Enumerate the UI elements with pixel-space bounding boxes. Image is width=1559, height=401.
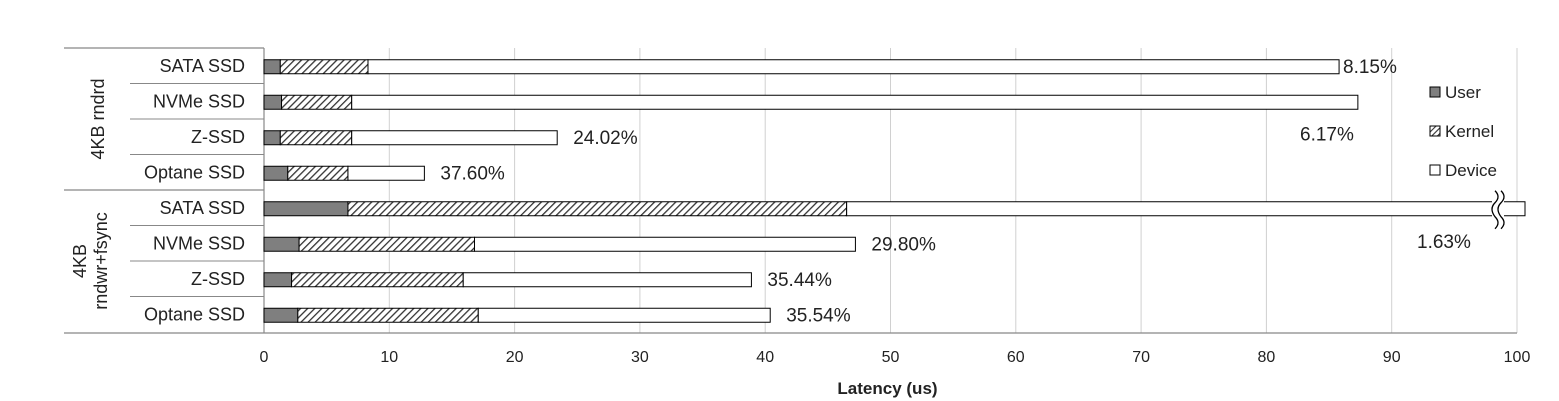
- bar-segment-kernel: [279, 59, 369, 75]
- x-tick-label: 70: [1132, 349, 1150, 366]
- bar-segment-device: [462, 272, 752, 288]
- bar-segment-user: [263, 272, 293, 288]
- x-tick-label: 80: [1258, 349, 1276, 366]
- category-label: Optane SSD: [144, 162, 245, 182]
- bar-segment-user: [263, 307, 299, 323]
- x-tick-label: 30: [631, 349, 649, 366]
- category-label: Optane SSD: [144, 304, 245, 324]
- bar-segment-user: [263, 165, 289, 181]
- kernel-share-label: 24.02%: [573, 128, 638, 149]
- bar-segment-kernel: [287, 165, 349, 181]
- bar-segment-kernel: [291, 272, 464, 288]
- bar-segment-kernel: [347, 201, 848, 217]
- grid-lines: [388, 48, 1518, 333]
- bar-segment-device: [351, 130, 558, 146]
- legend-device-label: Device: [1445, 161, 1497, 180]
- x-tick-label: 10: [380, 349, 398, 366]
- bar-segment-kernel: [279, 130, 353, 146]
- category-label: SATA SSD: [160, 56, 245, 76]
- x-axis-title: Latency (us): [837, 379, 937, 398]
- kernel-share-label: 35.54%: [786, 305, 851, 326]
- bar-segment-device: [347, 165, 425, 181]
- bar-segment-device: [367, 59, 1340, 75]
- legend-user-label: User: [1445, 83, 1481, 102]
- x-tick-label: 20: [506, 349, 524, 366]
- kernel-share-label: 29.80%: [871, 234, 936, 255]
- labels: 0 10 20 30 40 50 60 70 80 90 100 Latency (us) 4KB rn…: [70, 56, 1530, 398]
- bar-segment-device: [351, 94, 1359, 110]
- legend-kernel-label: Kernel: [1445, 122, 1494, 141]
- legend-user-swatch: [1429, 86, 1441, 98]
- bar-segment-user: [263, 236, 300, 252]
- x-tick-label: 0: [260, 349, 269, 366]
- x-tick-label: 50: [882, 349, 900, 366]
- category-label: SATA SSD: [160, 198, 245, 218]
- bar-segment-kernel: [298, 236, 476, 252]
- bar-segment-user: [263, 59, 281, 75]
- bar-segment-device: [474, 236, 856, 252]
- legend: User Kernel Device: [1429, 83, 1497, 180]
- bar-segment-kernel: [281, 94, 353, 110]
- bar-segment-device: [477, 307, 771, 323]
- bar-segment-user: [263, 201, 349, 217]
- bars: [263, 59, 1526, 323]
- bar-segment-kernel: [297, 307, 479, 323]
- kernel-share-label: 37.60%: [440, 163, 505, 184]
- x-tick-label: 60: [1007, 349, 1025, 366]
- bar-segment-user: [263, 130, 281, 146]
- x-tick-label: 40: [756, 349, 774, 366]
- legend-kernel-swatch: [1429, 125, 1441, 137]
- axis-break-mark: [1491, 190, 1499, 230]
- kernel-share-label: 8.15%: [1343, 57, 1397, 78]
- category-label: NVMe SSD: [153, 91, 245, 111]
- bar-segment-user: [263, 94, 283, 110]
- x-tick-label: 100: [1504, 349, 1531, 366]
- x-tick-label: 90: [1383, 349, 1401, 366]
- kernel-share-label: 6.17%: [1300, 124, 1354, 145]
- category-label: Z-SSD: [191, 269, 245, 289]
- group-label: 4KBrndwr+fsync: [70, 212, 111, 310]
- bar-segment-device: [846, 201, 1526, 217]
- category-label: NVMe SSD: [153, 233, 245, 253]
- group-label: 4KB rndrd: [88, 78, 108, 159]
- category-label: Z-SSD: [191, 127, 245, 147]
- legend-device-swatch: [1429, 164, 1441, 176]
- kernel-share-label: 1.63%: [1417, 232, 1471, 253]
- kernel-share-label: 35.44%: [767, 270, 832, 291]
- axis-break-mark: [1497, 190, 1505, 230]
